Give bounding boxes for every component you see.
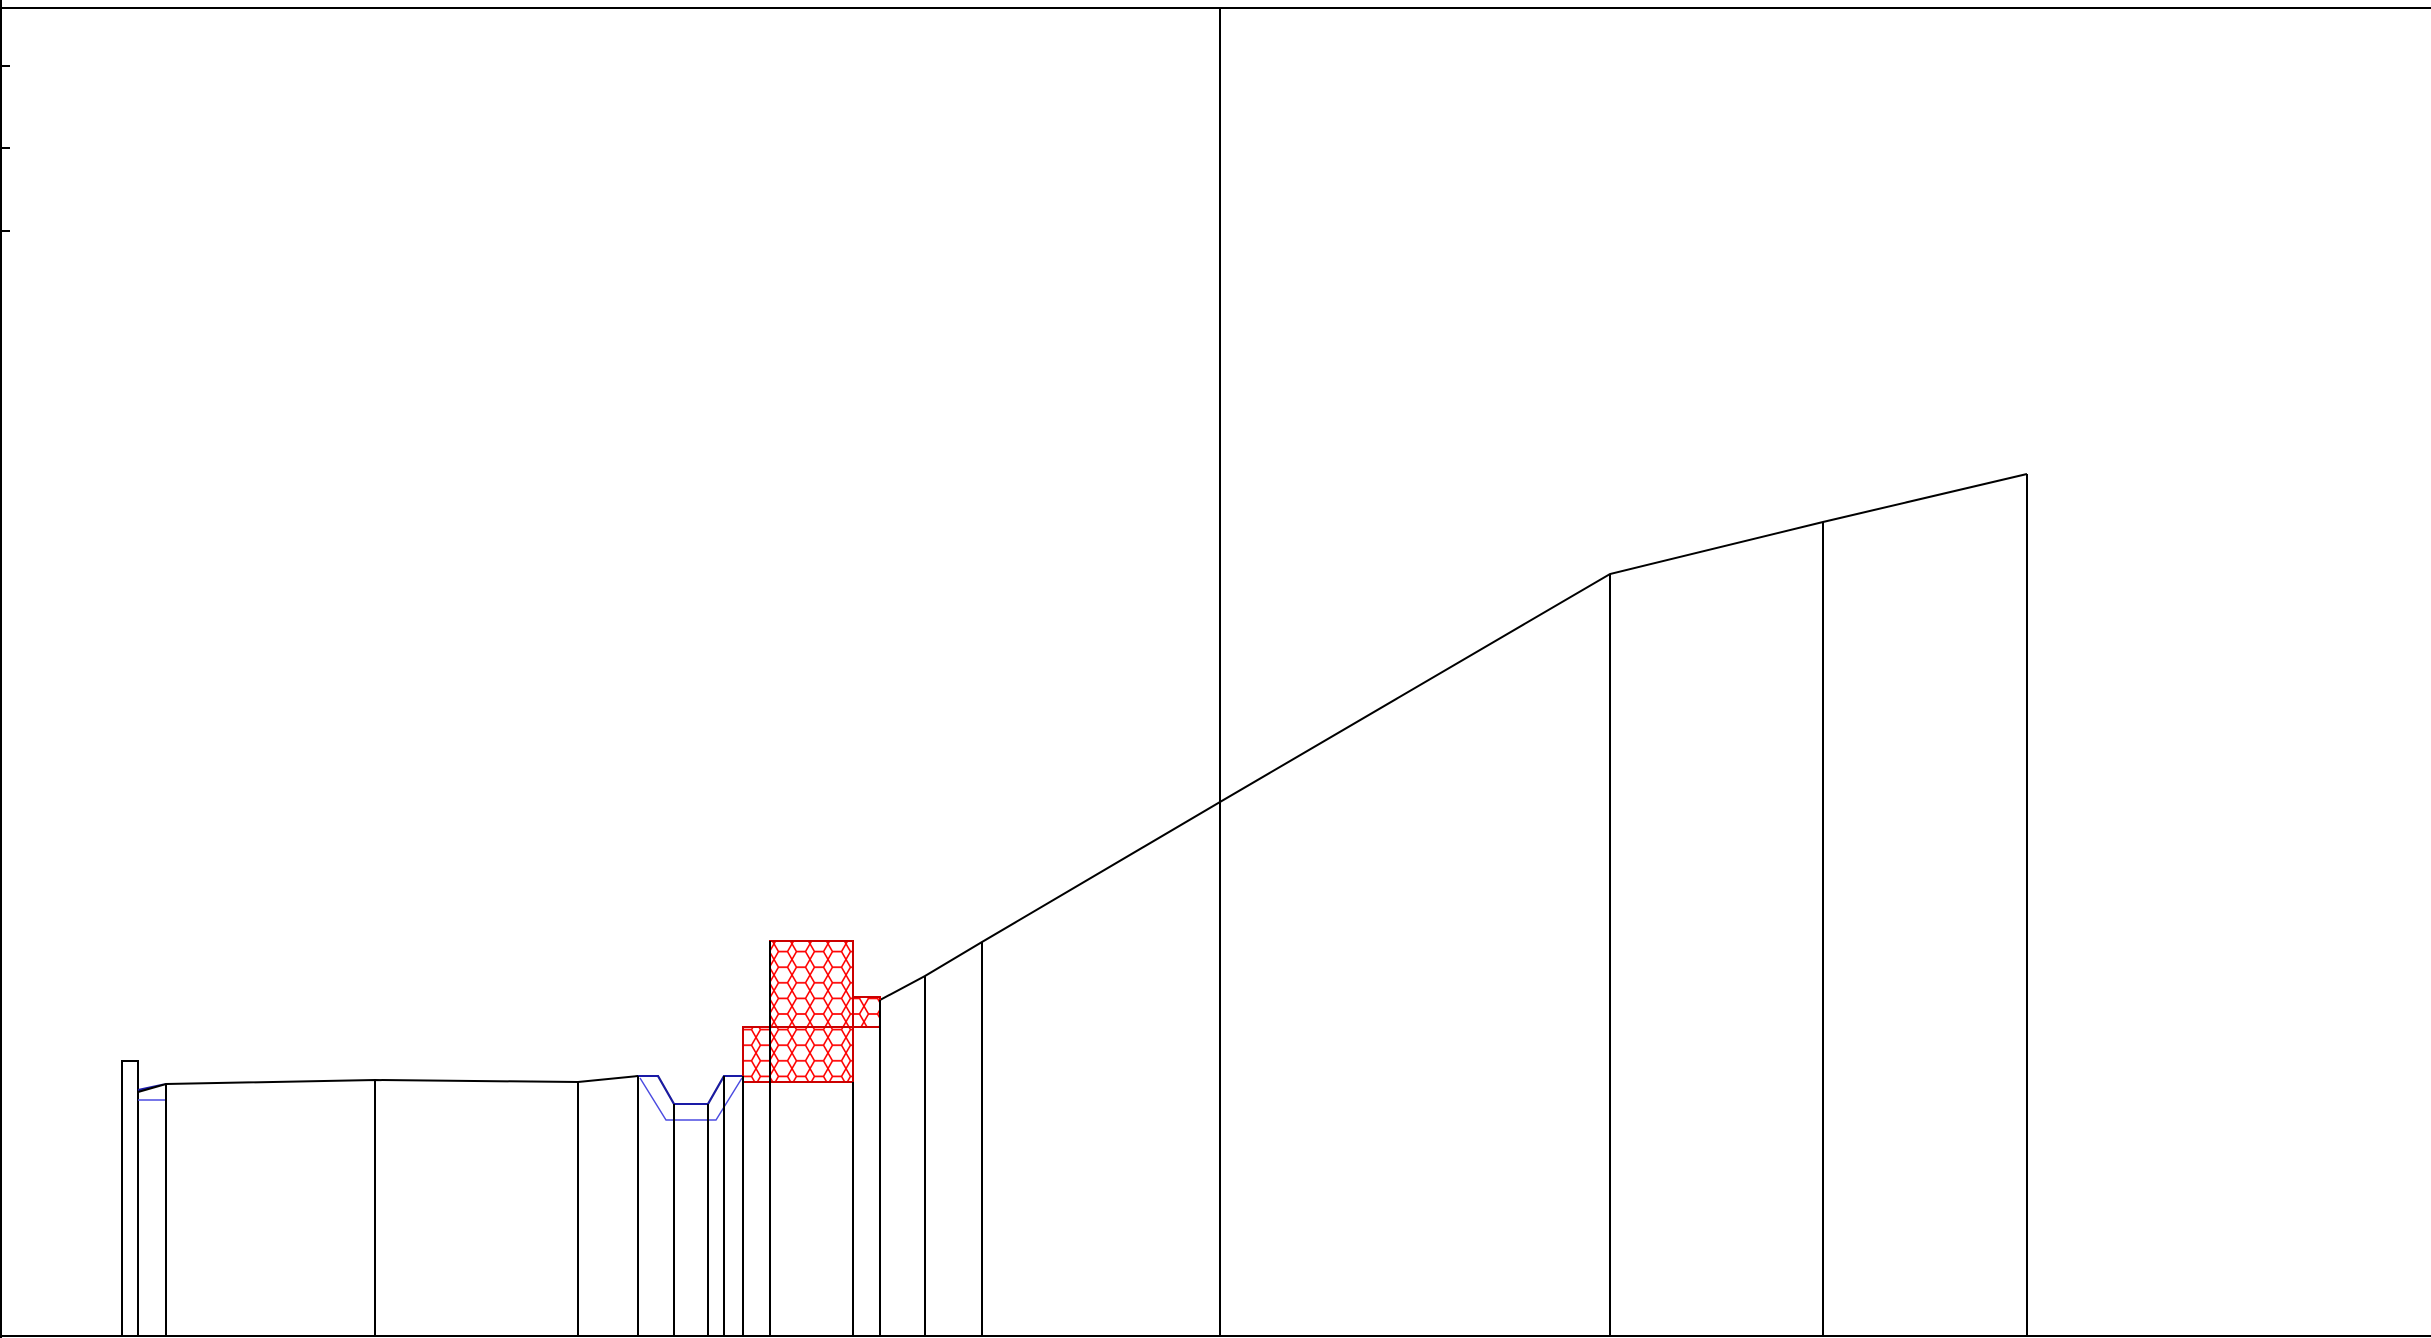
hatched-block-upper <box>769 940 854 1028</box>
left-post-box <box>121 1060 139 1337</box>
ground-profile-line-rising <box>879 473 2028 1001</box>
hatched-block-lower <box>742 1026 854 1083</box>
ground-profile-line <box>137 1075 742 1105</box>
hatched-block-side <box>852 996 881 1028</box>
channel-blue-outline <box>638 1075 742 1105</box>
channel-blue-inner <box>639 1077 743 1121</box>
